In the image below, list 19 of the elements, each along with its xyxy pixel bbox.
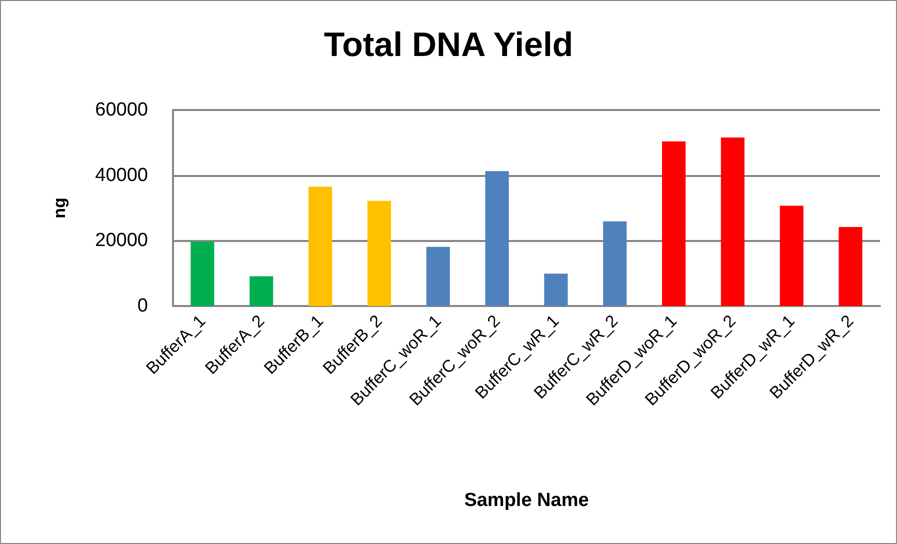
bar — [190, 242, 214, 306]
bar — [308, 186, 332, 306]
x-axis-title: Sample Name — [464, 490, 589, 511]
y-tick-label: 0 — [137, 296, 148, 316]
chart-title: Total DNA Yield — [324, 26, 574, 64]
bar — [485, 171, 509, 306]
bar — [720, 137, 744, 306]
bar — [250, 276, 274, 306]
y-tick-label: 60000 — [95, 100, 148, 120]
bar — [367, 200, 391, 306]
y-tick-label: 40000 — [95, 164, 148, 186]
y-tick-label: 20000 — [95, 230, 148, 252]
bar — [544, 274, 568, 306]
bar — [780, 206, 804, 306]
bar — [662, 141, 686, 306]
y-axis-title: ng — [50, 198, 69, 218]
bar — [603, 221, 627, 306]
bar — [426, 246, 450, 306]
bar — [838, 226, 862, 306]
